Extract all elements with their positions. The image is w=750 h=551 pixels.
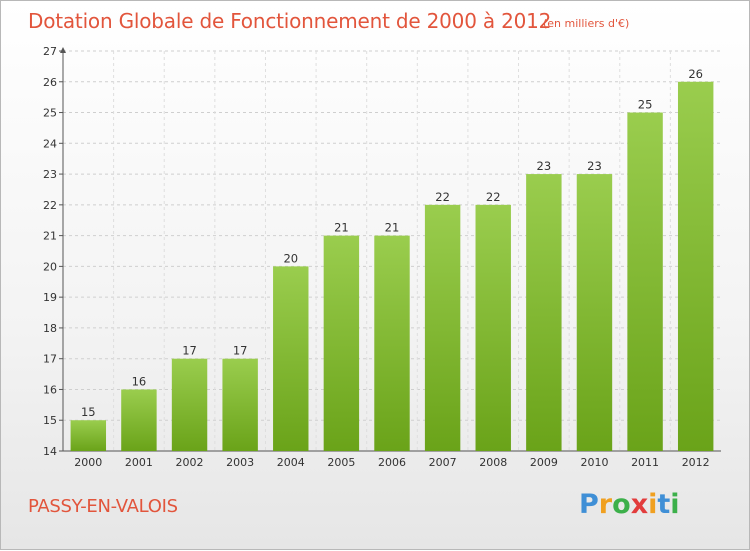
x-tick-label: 2003 bbox=[226, 456, 254, 469]
logo-letter: i bbox=[670, 489, 680, 520]
data-label: 22 bbox=[435, 190, 450, 204]
logo-letter: o bbox=[612, 489, 631, 520]
data-label: 20 bbox=[283, 251, 298, 265]
bar-2010 bbox=[576, 174, 613, 452]
bar-2004 bbox=[273, 266, 309, 451]
data-label: 22 bbox=[486, 190, 501, 204]
x-tick-label: 2000 bbox=[74, 456, 102, 469]
bar-2011 bbox=[627, 112, 663, 452]
x-tick-label: 2005 bbox=[327, 456, 355, 469]
data-label: 23 bbox=[587, 159, 602, 173]
bars bbox=[70, 81, 714, 452]
logo-letter: P bbox=[579, 489, 599, 520]
y-tick-label: 27 bbox=[43, 45, 57, 58]
data-label: 17 bbox=[233, 344, 248, 358]
bar-2005 bbox=[323, 235, 360, 451]
data-label: 21 bbox=[334, 221, 349, 235]
x-tick-label: 2010 bbox=[580, 456, 608, 469]
y-tick-label: 24 bbox=[43, 137, 57, 150]
bar-2006 bbox=[374, 235, 410, 451]
proxiti-logo: Proxiti bbox=[579, 489, 680, 520]
commune-name: PASSY-EN-VALOIS bbox=[28, 496, 178, 517]
bar-2012 bbox=[677, 81, 714, 452]
x-tick-label: 2008 bbox=[479, 456, 507, 469]
bar-2000 bbox=[70, 420, 107, 451]
data-label: 23 bbox=[537, 159, 552, 173]
x-tick-label: 2009 bbox=[530, 456, 558, 469]
logo-letter: x bbox=[630, 489, 649, 520]
unit-label: (en milliers d'€) bbox=[543, 17, 630, 30]
y-tick-label: 14 bbox=[43, 445, 57, 458]
y-tick-label: 22 bbox=[43, 199, 57, 212]
x-tick-label: 2011 bbox=[631, 456, 659, 469]
x-tick-label: 2012 bbox=[682, 456, 710, 469]
x-tick-label: 2006 bbox=[378, 456, 406, 469]
y-tick-label: 15 bbox=[43, 414, 57, 427]
bar-2009 bbox=[526, 174, 562, 452]
data-label: 26 bbox=[688, 67, 703, 81]
x-tick-label: 2007 bbox=[429, 456, 457, 469]
y-tick-label: 21 bbox=[43, 230, 57, 243]
y-tick-label: 20 bbox=[43, 260, 57, 273]
y-tick-label: 19 bbox=[43, 291, 57, 304]
bar-2008 bbox=[475, 204, 511, 451]
x-tick-label: 2002 bbox=[176, 456, 204, 469]
chart-title: Dotation Globale de Fonctionnement de 20… bbox=[28, 9, 552, 33]
y-axis-arrow bbox=[60, 47, 66, 53]
y-tick-label: 25 bbox=[43, 107, 57, 120]
bar-2002 bbox=[171, 358, 208, 451]
x-tick-label: 2004 bbox=[277, 456, 305, 469]
data-label: 16 bbox=[132, 374, 147, 388]
data-label: 25 bbox=[638, 98, 653, 112]
logo-letter: t bbox=[657, 489, 671, 520]
y-tick-label: 17 bbox=[43, 353, 57, 366]
data-label: 21 bbox=[385, 221, 400, 235]
logo-letter: r bbox=[598, 489, 613, 520]
labels: 15 2000 16 2001 17 2002 17 2003 20 2004 21 2005 21 20… bbox=[74, 67, 709, 469]
y-tick-label: 18 bbox=[43, 322, 57, 335]
y-tick-label: 23 bbox=[43, 168, 57, 181]
y-tick-label: 16 bbox=[43, 383, 57, 396]
bar-2007 bbox=[424, 204, 461, 451]
data-label: 17 bbox=[182, 344, 197, 358]
bar-2003 bbox=[222, 358, 258, 451]
y-tick-label: 26 bbox=[43, 76, 57, 89]
logo-letter: i bbox=[648, 489, 658, 520]
bar-2001 bbox=[121, 389, 157, 451]
x-tick-label: 2001 bbox=[125, 456, 153, 469]
data-label: 15 bbox=[81, 405, 96, 419]
